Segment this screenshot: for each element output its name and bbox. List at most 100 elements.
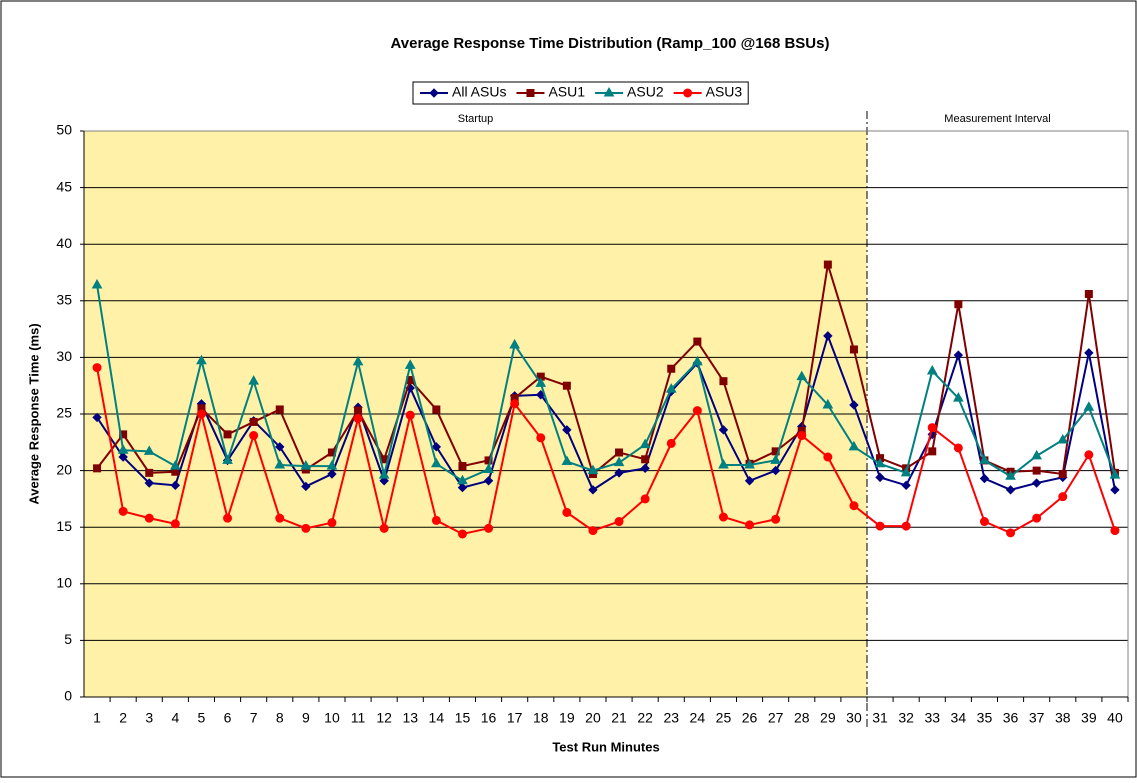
marker [979,473,990,484]
x-tick-label: 26 [742,710,758,726]
legend-box [412,81,749,105]
x-tick-label: 35 [977,710,993,726]
marker [718,425,729,435]
marker [615,448,624,457]
marker [223,430,232,439]
x-tick-label: 28 [794,710,810,726]
y-tick-label: 40 [56,235,72,251]
marker [849,400,859,410]
marker [510,399,520,409]
series [92,331,1120,495]
marker [1110,526,1120,536]
marker [196,409,206,419]
series-line [96,367,1116,536]
marker [275,405,284,414]
marker [1084,290,1093,299]
marker [1032,513,1042,523]
marker [93,464,102,473]
marker [169,460,181,470]
marker [405,410,415,420]
marker [170,480,181,491]
chart-title: Average Response Time Distribution (Ramp… [391,35,830,52]
series-line [96,264,1116,476]
marker [1084,450,1094,460]
marker [118,452,128,462]
x-tick-label: 40 [1107,710,1123,726]
marker [1005,485,1016,495]
x-tick-label: 19 [559,710,575,726]
marker [354,406,363,415]
marker [719,377,728,386]
x-tick-label: 36 [1003,710,1019,726]
marker [483,476,494,486]
marker [666,438,676,448]
marker [979,454,990,464]
marker [301,481,311,492]
x-tick-label: 24 [690,710,706,726]
marker [1058,469,1067,478]
x-tick-label: 21 [611,710,627,726]
marker [770,465,781,476]
marker [901,480,911,491]
x-tick-label: 14 [429,710,445,726]
y-axis-title: Average Response Time (ms) [26,323,41,504]
marker [561,455,573,466]
marker [249,417,258,426]
marker [771,514,781,524]
x-tick-label: 38 [1055,710,1071,726]
marker [1005,470,1016,480]
marker [196,354,207,365]
x-tick-label: 8 [276,710,284,726]
marker [1006,528,1016,538]
x-tick-label: 32 [898,710,914,726]
marker [562,425,572,435]
marker [1084,348,1094,358]
x-tick-label: 25 [716,710,732,726]
x-tick-label: 33 [924,710,940,726]
marker [275,513,285,523]
legend: All ASUs ASU1 ASU2 ASU3 [412,81,749,105]
y-tick-label: 30 [56,348,72,364]
marker [1032,466,1041,475]
y-tick-label: 25 [56,405,72,421]
y-tick-label: 10 [56,575,72,591]
series [91,278,1121,485]
marker [953,443,963,453]
marker [823,331,833,341]
marker [145,468,154,477]
marker [458,462,467,471]
y-tick-label: 50 [56,122,72,138]
marker [744,458,755,469]
marker [92,363,102,373]
legend-label: ASU2 [627,84,664,100]
marker [404,359,416,369]
marker [91,278,103,289]
marker [144,513,154,523]
marker [641,455,650,464]
marker [327,518,337,528]
legend-label: All ASUs [452,84,506,100]
x-tick-label: 2 [119,710,127,726]
legend-label: ASU1 [548,84,585,100]
marker [1031,449,1043,460]
x-tick-label: 9 [302,710,310,726]
series-line [96,284,1116,482]
marker [301,523,311,533]
marker [535,377,547,387]
marker [1057,434,1069,444]
marker [770,454,782,464]
marker [353,414,363,424]
y-tick-label: 0 [64,688,72,704]
marker [1058,492,1068,502]
marker [509,338,521,349]
marker [927,423,937,433]
marker [326,460,338,470]
y-tick-label: 5 [64,631,72,647]
marker [952,392,964,402]
series [92,363,1120,539]
marker [249,431,259,441]
marker [431,515,441,525]
marker [379,476,389,486]
marker [92,412,102,423]
